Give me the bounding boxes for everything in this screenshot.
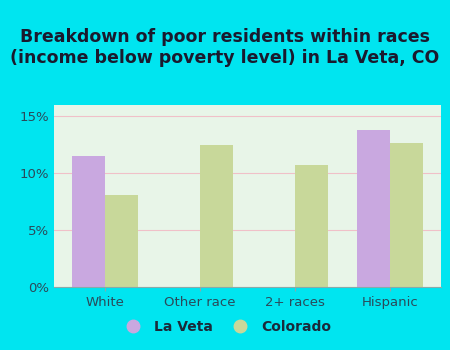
Text: Breakdown of poor residents within races
(income below poverty level) in La Veta: Breakdown of poor residents within races… xyxy=(10,28,440,67)
Legend: La Veta, Colorado: La Veta, Colorado xyxy=(113,314,337,340)
Bar xyxy=(200,145,233,287)
Bar xyxy=(105,195,138,287)
Bar xyxy=(295,165,328,287)
Bar xyxy=(390,142,423,287)
Bar xyxy=(72,156,105,287)
Bar xyxy=(357,130,390,287)
